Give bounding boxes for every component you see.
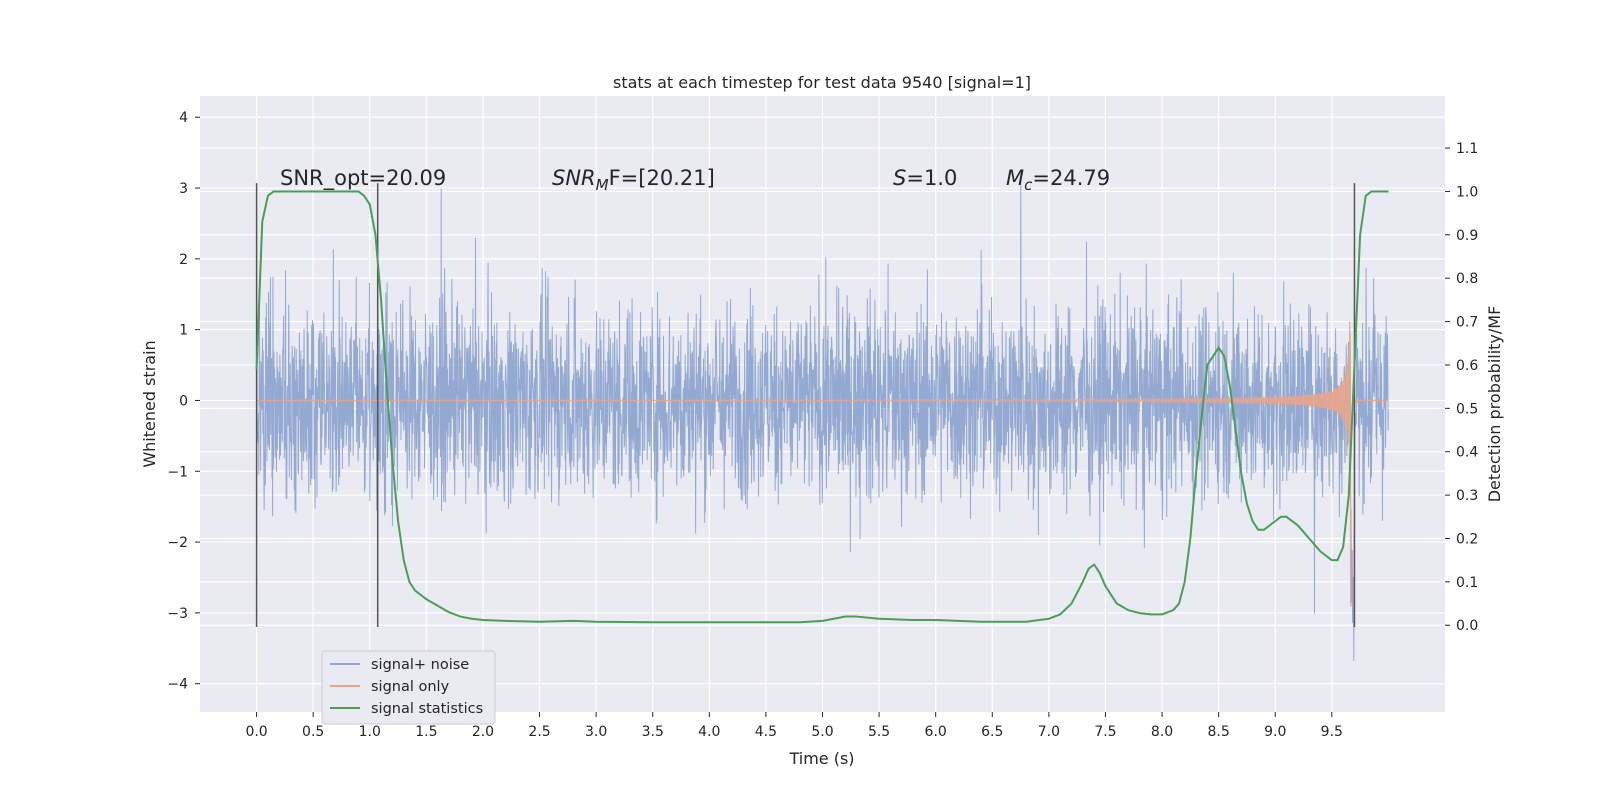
- x-tick-label: 8.5: [1208, 724, 1230, 740]
- left-y-tick-label: 3: [179, 181, 188, 197]
- right-y-tick-label: 0.4: [1456, 445, 1478, 461]
- right-y-axis-ticks: 1.1 1.0 0.9 0.8 0.7 0.6 0.5 0.4 0.3 0.2 0.1 0.0: [1445, 141, 1478, 634]
- legend: signal+ noise signal only signal statist…: [321, 650, 496, 725]
- x-tick-label: 5.5: [868, 724, 890, 740]
- x-tick-label: 0.5: [302, 724, 324, 740]
- mc-var: M: [1006, 166, 1024, 190]
- left-y-gridlines: [200, 116, 1445, 685]
- left-y-tick-label: 2: [179, 252, 188, 268]
- x-tick-label: 7.0: [1038, 724, 1060, 740]
- x-tick-label: 2.0: [472, 724, 494, 740]
- x-tick-label: 3.0: [585, 724, 607, 740]
- snr-opt-annotation: SNR_opt=20.09: [280, 166, 446, 191]
- left-y-tick-label: 0: [179, 393, 188, 409]
- x-tick-label: 4.5: [755, 724, 777, 740]
- signal-only-series: [256, 321, 1389, 607]
- signal-statistics-series: [255, 190, 1389, 624]
- signal-only-line: [256, 321, 1389, 607]
- right-y-tick-label: 0.9: [1456, 228, 1478, 244]
- right-y-tick-label: 1.0: [1456, 184, 1478, 200]
- legend-label-signal: signal only: [371, 679, 450, 695]
- x-tick-label: 6.0: [925, 724, 947, 740]
- snr-mf-subscript: M: [596, 176, 609, 194]
- right-y-tick-label: 0.2: [1456, 531, 1478, 547]
- x-tick-label: 7.5: [1094, 724, 1116, 740]
- x-tick-label: 6.5: [981, 724, 1003, 740]
- x-tick-label: 4.0: [698, 724, 720, 740]
- left-y-tick-label: −3: [167, 606, 188, 622]
- x-tick-label: 9.5: [1321, 724, 1343, 740]
- right-y-tick-label: 0.8: [1456, 271, 1478, 287]
- x-tick-label: 2.5: [528, 724, 550, 740]
- snr-mf-main: SNR: [552, 166, 596, 190]
- legend-label-noise: signal+ noise: [371, 657, 469, 673]
- right-y-tick-label: 0.0: [1456, 618, 1478, 634]
- mc-subscript: c: [1024, 176, 1033, 194]
- snr-mf-value: F=[20.21]: [609, 166, 715, 190]
- s-value: =1.0: [906, 166, 957, 190]
- right-y-tick-label: 0.3: [1456, 488, 1478, 504]
- right-y-tick-label: 1.1: [1456, 141, 1478, 157]
- left-y-tick-label: 1: [179, 323, 188, 339]
- right-y-tick-label: 0.7: [1456, 315, 1478, 331]
- left-y-axis-label: Whitened strain: [140, 340, 159, 467]
- right-y-tick-label: 0.6: [1456, 358, 1478, 374]
- right-y-tick-label: 0.5: [1456, 401, 1478, 417]
- s-annotation: S=1.0: [893, 166, 957, 190]
- snr-mf-annotation: SNRMF=[20.21]: [552, 166, 715, 194]
- left-y-tick-label: −4: [167, 677, 188, 693]
- mc-value: =24.79: [1032, 166, 1110, 190]
- right-y-tick-label: 0.1: [1456, 575, 1478, 591]
- right-y-axis-label: Detection probability/MF: [1485, 306, 1504, 503]
- left-y-tick-label: 4: [179, 110, 188, 126]
- x-tick-label: 8.0: [1151, 724, 1173, 740]
- mc-annotation: Mc=24.79: [1006, 166, 1110, 194]
- x-axis-label: Time (s): [788, 749, 854, 768]
- chart-title: stats at each timestep for test data 954…: [613, 73, 1031, 92]
- x-tick-label: 1.5: [415, 724, 437, 740]
- x-tick-label: 3.5: [642, 724, 664, 740]
- signal-statistics-line: [255, 190, 1389, 624]
- left-y-tick-label: −2: [167, 535, 188, 551]
- legend-label-stats: signal statistics: [371, 701, 483, 717]
- x-tick-label: 9.0: [1264, 724, 1286, 740]
- left-y-tick-label: −1: [167, 464, 188, 480]
- x-axis-ticks: 0.0 0.5 1.0 1.5 2.0 2.5 3.0 3.5 4.0 4.5 5.0 5.5 6.0 6…: [245, 712, 1343, 740]
- x-tick-label: 0.0: [245, 724, 267, 740]
- x-tick-label: 5.0: [811, 724, 833, 740]
- legend-box: [321, 650, 496, 725]
- s-var: S: [893, 166, 906, 190]
- x-tick-label: 1.0: [359, 724, 381, 740]
- left-y-axis-ticks: 4 3 2 1 0 −1 −2 −3 −4: [167, 110, 200, 693]
